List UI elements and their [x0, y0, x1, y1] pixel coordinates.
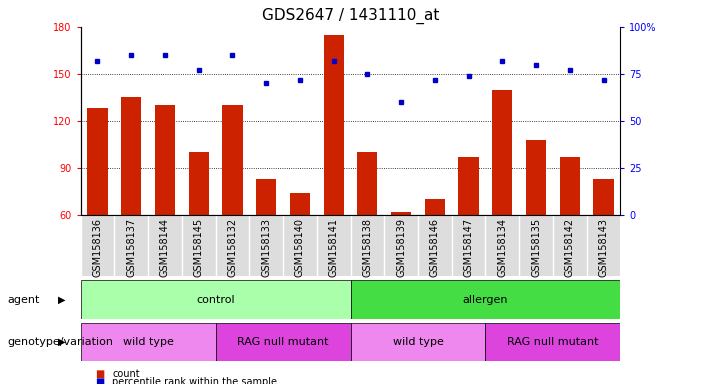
Text: GSM158145: GSM158145 [193, 218, 204, 277]
Text: GSM158139: GSM158139 [396, 218, 406, 277]
Bar [391, 212, 411, 215]
Text: GSM158147: GSM158147 [463, 218, 474, 277]
Bar [256, 179, 276, 215]
Text: ■: ■ [95, 369, 104, 379]
Text: percentile rank within the sample: percentile rank within the sample [112, 377, 277, 384]
Text: allergen: allergen [463, 295, 508, 305]
Text: GSM158146: GSM158146 [430, 218, 440, 277]
Bar [485, 323, 620, 361]
Bar [216, 323, 350, 361]
Text: RAG null mutant: RAG null mutant [507, 337, 599, 347]
Bar [593, 179, 613, 215]
Text: GSM158133: GSM158133 [261, 218, 271, 277]
Text: agent: agent [7, 295, 39, 305]
Text: count: count [112, 369, 139, 379]
Text: GSM158138: GSM158138 [362, 218, 372, 277]
Bar [526, 140, 546, 215]
Text: control: control [196, 295, 235, 305]
Bar [425, 199, 445, 215]
Bar [155, 105, 175, 215]
Bar [222, 105, 243, 215]
Bar [350, 280, 620, 319]
Text: GSM158134: GSM158134 [497, 218, 508, 277]
Text: ▶: ▶ [58, 295, 65, 305]
Bar [189, 152, 209, 215]
Bar [121, 98, 142, 215]
Text: wild type: wild type [123, 337, 174, 347]
Text: GSM158137: GSM158137 [126, 218, 136, 277]
Title: GDS2647 / 1431110_at: GDS2647 / 1431110_at [261, 8, 440, 24]
Text: GSM158140: GSM158140 [295, 218, 305, 277]
Text: GSM158141: GSM158141 [329, 218, 339, 277]
Bar [458, 157, 479, 215]
Bar [350, 323, 485, 361]
Text: ■: ■ [95, 377, 104, 384]
Bar [81, 280, 350, 319]
Text: GSM158132: GSM158132 [227, 218, 238, 277]
Text: GSM158143: GSM158143 [599, 218, 608, 277]
Text: GSM158142: GSM158142 [565, 218, 575, 277]
Bar [88, 108, 108, 215]
Bar [81, 323, 216, 361]
Bar [290, 193, 310, 215]
Text: GSM158136: GSM158136 [93, 218, 102, 277]
Bar [492, 89, 512, 215]
Bar [559, 157, 580, 215]
Bar [358, 152, 378, 215]
Bar [324, 35, 343, 215]
Bar [81, 215, 620, 276]
Text: wild type: wild type [393, 337, 444, 347]
Text: ▶: ▶ [58, 337, 65, 347]
Text: genotype/variation: genotype/variation [7, 337, 113, 347]
Text: GSM158144: GSM158144 [160, 218, 170, 277]
Text: GSM158135: GSM158135 [531, 218, 541, 277]
Text: RAG null mutant: RAG null mutant [237, 337, 329, 347]
